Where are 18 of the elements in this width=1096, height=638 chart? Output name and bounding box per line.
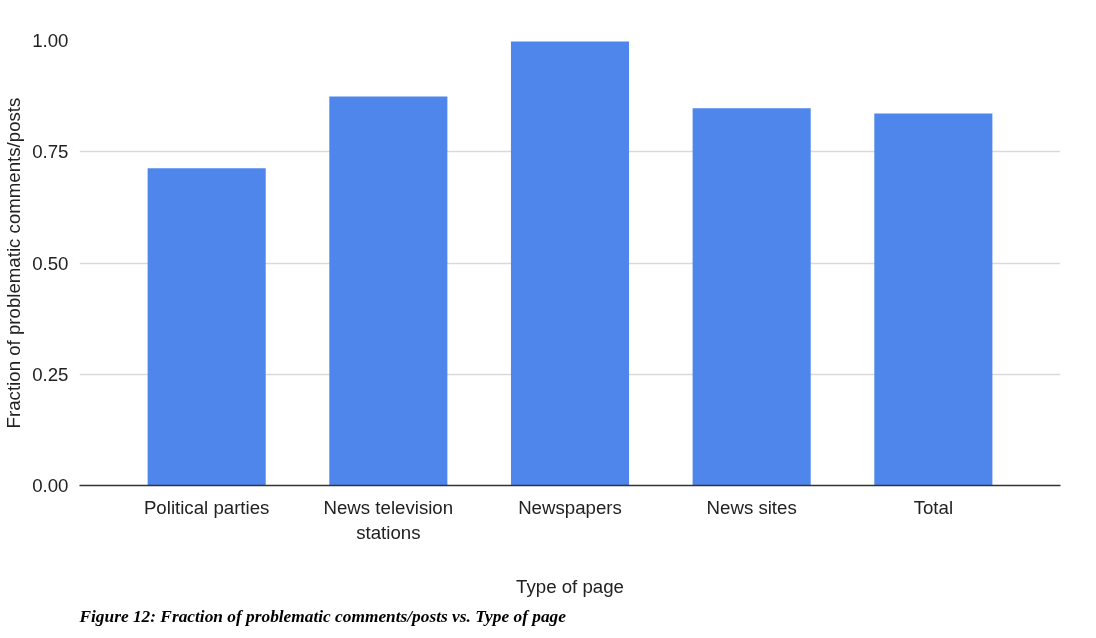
caption: Figure 12: Fraction of problematic comments/posts vs. Type of page	[78, 606, 567, 626]
y-tick-label: 0.50	[32, 252, 69, 274]
x-axis-title: Type of page	[516, 575, 624, 597]
y-tick-label: 1.00	[32, 30, 69, 51]
x-tick-label: News television stations	[323, 496, 454, 543]
y-axis-title: Fraction of problematic comments/posts	[3, 97, 25, 429]
bar	[147, 168, 266, 486]
y-tick-label: 0.25	[32, 363, 69, 385]
y-tick-label: 0.00	[32, 475, 69, 496]
bar	[692, 108, 811, 486]
bar	[510, 41, 630, 486]
x-tick-label: Newspapers	[518, 496, 622, 518]
x-tick-label: Total	[913, 496, 954, 518]
bar	[329, 96, 448, 486]
x-tick-label: Political parties	[143, 496, 270, 518]
bar	[874, 113, 993, 486]
x-tick-label: News sites	[706, 496, 797, 518]
y-tick-label: 0.75	[32, 141, 69, 163]
